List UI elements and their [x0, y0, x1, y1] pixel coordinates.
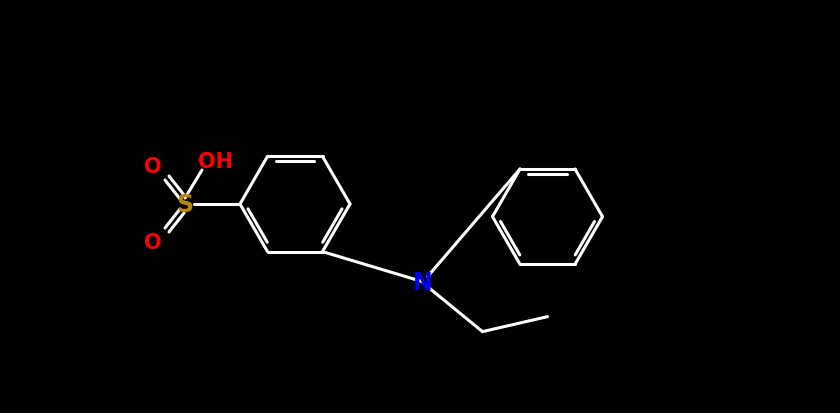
Text: O: O: [144, 233, 162, 252]
Text: N: N: [412, 270, 433, 294]
Text: O: O: [144, 157, 162, 177]
Text: S: S: [176, 192, 193, 216]
Text: OH: OH: [197, 152, 233, 171]
